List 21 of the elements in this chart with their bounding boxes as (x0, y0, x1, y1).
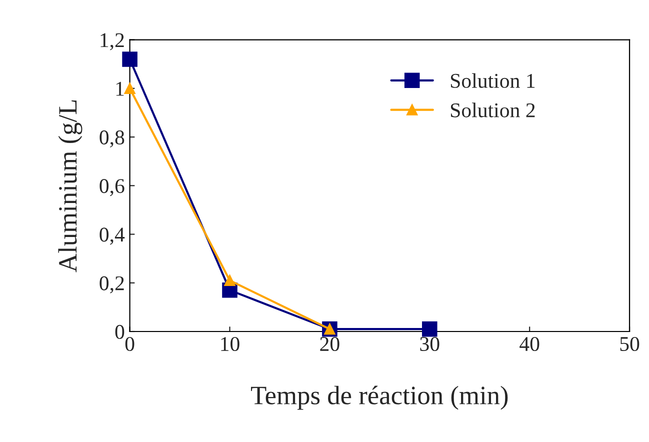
y-tick-label: 0,6 (100, 179, 124, 196)
x-tick-label: 20 (320, 336, 340, 352)
y-tick-label: 0,4 (100, 228, 125, 245)
legend-label: Solution 1 (450, 73, 535, 88)
y-tick-label: 1 (116, 82, 124, 96)
x-tick-label: 50 (620, 336, 640, 352)
point (122, 52, 138, 67)
y-tick-label: 1,2 (100, 33, 124, 50)
y-tick-label: 0 (115, 324, 124, 339)
point (422, 321, 438, 337)
x-tick-label: 40 (520, 336, 540, 352)
x-axis-title: Temps de réaction (min) (251, 386, 508, 410)
point (224, 274, 236, 286)
x-tick-label: 10 (221, 336, 240, 352)
y-axis-title: Aluminium (g/L (58, 100, 82, 272)
legend-label: Solution 2 (450, 102, 535, 118)
y-tick-label: 0,8 (100, 130, 124, 148)
x-tick-label: 30 (420, 336, 440, 352)
x-tick-label: 0 (125, 336, 134, 352)
y-tick-label: 0,2 (100, 276, 124, 294)
point (124, 82, 136, 94)
